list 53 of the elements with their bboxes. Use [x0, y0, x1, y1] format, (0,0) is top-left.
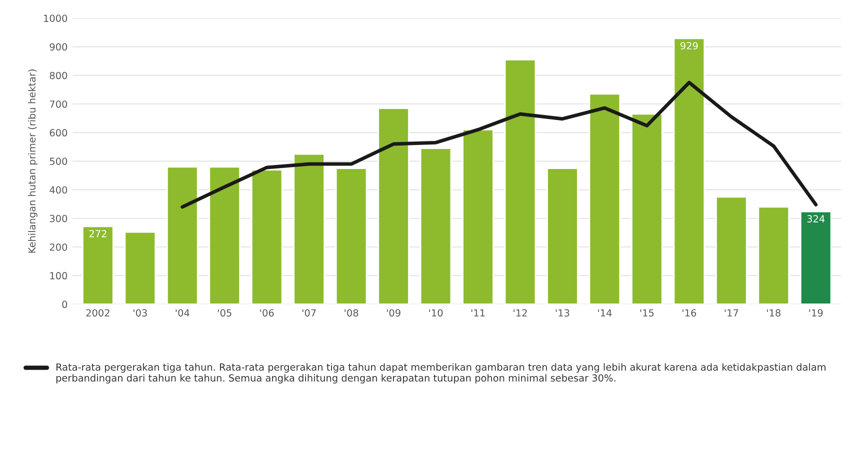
y-tick-label: 200	[50, 243, 68, 251]
x-tick-label: '08	[344, 309, 358, 317]
data-label: 929	[680, 42, 698, 50]
bar	[208, 166, 241, 304]
x-tick-label: '09	[386, 309, 400, 317]
x-tick-label: '04	[176, 309, 190, 317]
x-tick-label: 2002	[86, 309, 110, 317]
y-tick-label: 900	[50, 43, 68, 51]
bar	[82, 226, 114, 304]
line-series	[180, 80, 818, 209]
x-tick-label: '11	[471, 309, 485, 316]
x-tick-label: '15	[640, 309, 654, 317]
x-tick-label: '12	[514, 309, 527, 316]
x-tick-label: '06	[260, 309, 274, 317]
bar	[631, 113, 663, 304]
bar	[335, 168, 368, 304]
bar	[293, 153, 325, 304]
x-tick-label: '17	[724, 309, 738, 316]
legend-label: Rata-rata pergerakan tiga tahun. Rata-rata pergerakan tiga tahun dapat memberikan gambaran tren data yang lebih akurat karena ada ketidakpastian dalam perbandingan dari tahun ke tahun. Semua angka dihitung dengan kerapatan tutupan pohon minimal sebesar 30%.	[56, 363, 826, 384]
bar	[462, 129, 494, 304]
x-tick-label: '16	[682, 309, 696, 317]
y-tick-label: 800	[50, 72, 68, 80]
x-tick-label: '19	[809, 309, 823, 317]
y-tick-label: 100	[50, 272, 68, 280]
x-tick-label: '07	[302, 309, 316, 317]
y-tick-label: 0	[62, 300, 68, 308]
bar	[166, 166, 198, 304]
x-tick-label: '14	[598, 309, 612, 316]
bar	[800, 210, 832, 304]
x-tick-label: '18	[767, 309, 780, 317]
y-tick-label: 400	[50, 186, 68, 194]
bar	[250, 169, 283, 304]
bar	[673, 38, 706, 304]
bar	[124, 231, 156, 304]
data-label: 324	[807, 215, 825, 222]
bar	[588, 93, 621, 304]
x-tick-label: '13	[556, 309, 570, 317]
y-tick-label: 1000	[44, 14, 68, 22]
bar	[378, 108, 410, 304]
bar	[504, 58, 536, 304]
data-label: 272	[89, 230, 106, 238]
x-tick-label: '05	[218, 309, 232, 317]
bar	[758, 206, 790, 304]
y-axis-title: Kehilangan hutan primer (ribu hektar)	[28, 70, 38, 253]
y-tick-label: 700	[50, 100, 68, 108]
bar	[715, 196, 748, 304]
x-tick-label: '03	[134, 309, 147, 317]
y-tick-label: 600	[50, 129, 68, 136]
y-tick-label: 300	[50, 214, 68, 222]
bar	[546, 168, 578, 304]
y-tick-label: 500	[50, 158, 68, 165]
bar	[420, 148, 452, 304]
x-tick-label: '10	[429, 309, 443, 317]
